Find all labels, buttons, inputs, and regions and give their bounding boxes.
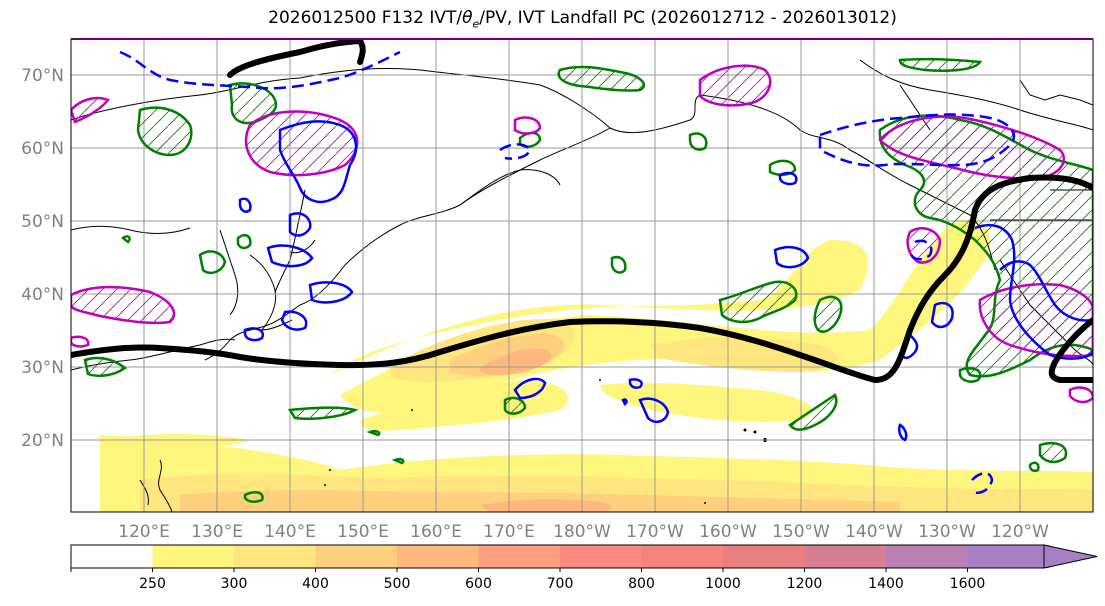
lon-label: 150°W [772, 522, 830, 542]
colorbar-frame [70, 544, 1044, 569]
colorbar-tick-label: 1600 [950, 576, 986, 592]
colorbar-tick-label: 700 [547, 576, 574, 592]
colorbar-segment [886, 545, 968, 568]
ivt-fill-band-south [100, 434, 1093, 512]
lat-axis-labels: 70°N 60°N 50°N 40°N 30°N 20°N [21, 66, 64, 451]
lon-label: 150°E [337, 522, 389, 542]
colorbar-segment [967, 545, 1050, 568]
title-sub: e [472, 17, 480, 31]
colorbar-segment [560, 545, 642, 568]
colorbar-tick-label: 400 [302, 576, 329, 592]
lon-label: 140°E [264, 522, 316, 542]
title-prefix: 2026012500 F132 IVT/ [268, 8, 463, 28]
title-theta: θ [462, 8, 473, 28]
lat-label: 50°N [21, 212, 64, 232]
colorbar-segment [723, 545, 805, 568]
lon-label: 160°E [410, 522, 462, 542]
colorbar: 250 300 400 500 600 700 800 1000 1200 1400 1600 [70, 544, 1098, 592]
colorbar-tick-label: 500 [384, 576, 411, 592]
lon-label: 180°W [553, 522, 611, 542]
colorbar-segment [152, 545, 235, 568]
colorbar-tick-label: 600 [465, 576, 492, 592]
lat-label: 60°N [21, 139, 64, 159]
colorbar-segment [71, 545, 153, 568]
colorbar-extend-arrow [1043, 544, 1098, 569]
lat-label: 70°N [21, 66, 64, 86]
lon-label: 120°E [118, 522, 170, 542]
lat-label: 40°N [21, 285, 64, 305]
lon-label: 120°W [991, 522, 1049, 542]
colorbar-segment [234, 545, 316, 568]
figure-title: 2026012500 F132 IVT/θe/PV, IVT Landfall … [0, 8, 1105, 30]
lat-label: 30°N [21, 358, 64, 378]
colorbar-tick-label: 1200 [787, 576, 823, 592]
landfall-pc-contour [71, 39, 1093, 384]
colorbar-tick-label: 300 [221, 576, 248, 592]
colorbar-tick-label: 1400 [868, 576, 904, 592]
lon-label: 130°E [191, 522, 243, 542]
colorbar-segment [478, 545, 561, 568]
lon-axis-labels: 120°E 130°E 140°E 150°E 160°E 170°E 180°… [118, 522, 1049, 542]
colorbar-tick-label: 250 [139, 576, 166, 592]
lon-label: 160°W [699, 522, 757, 542]
lat-label: 20°N [21, 431, 64, 451]
theta-e-blue-dashed [119, 50, 1016, 495]
lon-label: 170°E [483, 522, 535, 542]
colorbar-tick-label: 1000 [705, 576, 741, 592]
lon-label: 130°W [918, 522, 976, 542]
colorbar-segment [804, 545, 887, 568]
colorbar-segment [641, 545, 724, 568]
gridlines [71, 39, 1093, 512]
lon-label: 170°W [626, 522, 684, 542]
colorbar-segment [397, 545, 479, 568]
lon-label: 140°W [845, 522, 903, 542]
colorbar-segment [315, 545, 398, 568]
pv-magenta-contours [71, 64, 1093, 358]
title-suffix: /PV, IVT Landfall PC (2026012712 - 20260… [479, 8, 897, 28]
colorbar-tick-label: 800 [628, 576, 655, 592]
